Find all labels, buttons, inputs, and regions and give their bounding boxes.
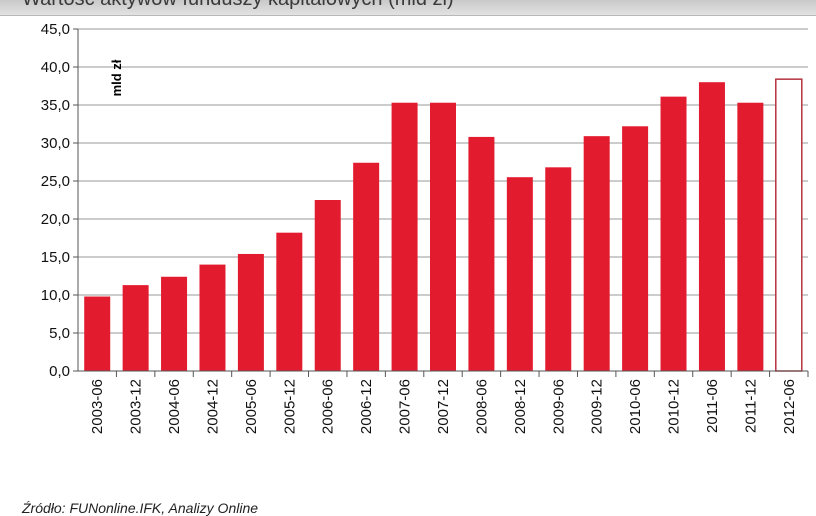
y-tick-label: 10,0: [41, 287, 70, 304]
bar: [276, 232, 303, 371]
axes: [73, 28, 809, 377]
x-tick-label: 2010-06: [627, 379, 644, 434]
bar: [698, 82, 725, 371]
y-tick-label: 25,0: [41, 173, 70, 190]
y-tick-label: 20,0: [41, 211, 70, 228]
x-tick-labels: 2003-06 2003-12 2004-06 2004-12 2005-06 2005-…: [89, 379, 798, 434]
bar: [622, 126, 649, 371]
chart-title: Wartość aktywów funduszy kapitałowych (m…: [22, 0, 454, 11]
x-tick-label: 2012-06: [781, 379, 798, 434]
bar: [84, 296, 111, 371]
y-tick-label: 0,0: [49, 363, 70, 380]
x-tick-label: 2005-12: [281, 379, 298, 434]
bar: [314, 200, 341, 371]
x-tick-label: 2007-12: [435, 379, 452, 434]
bar: [161, 276, 188, 371]
x-tick-label: 2004-12: [204, 379, 221, 434]
x-tick-label: 2007-06: [397, 379, 414, 434]
bar: [660, 96, 687, 371]
x-tick-label: 2010-12: [666, 379, 683, 434]
x-tick-label: 2006-12: [358, 379, 375, 434]
x-tick-label: 2009-12: [589, 379, 606, 434]
y-tick-labels: 0,0 5,0 10,0 15,0 20,0 25,0 30,0 35,0 40,0 45,0: [41, 21, 70, 380]
y-axis-label: mld zł: [109, 59, 124, 96]
y-tick-label: 35,0: [41, 97, 70, 114]
bar: [391, 102, 418, 371]
bar: [430, 102, 456, 371]
y-tick-label: 5,0: [49, 325, 70, 342]
bar: [353, 162, 380, 371]
y-tick-label: 45,0: [41, 21, 70, 38]
y-tick-label: 30,0: [41, 135, 70, 152]
x-tick-label: 2008-06: [473, 379, 490, 434]
x-tick-label: 2003-06: [89, 379, 106, 434]
bar: [237, 253, 264, 371]
bar: [122, 285, 149, 371]
bar: [468, 136, 495, 371]
bar: [737, 102, 764, 371]
bar: [506, 177, 533, 371]
bar-chart: 0,0 5,0 10,0 15,0 20,0 25,0 30,0 35,0 40,0 45,0 2…: [41, 21, 809, 434]
x-tick-label: 2003-12: [128, 379, 145, 434]
x-tick-label: 2008-12: [512, 379, 529, 434]
source-note: Źródło: FUNonline.IFK, Analizy Online: [22, 500, 259, 516]
bars: [84, 78, 803, 372]
x-tick-label: 2005-06: [243, 379, 260, 434]
bar: [583, 136, 610, 371]
x-tick-label: 2009-06: [550, 379, 567, 434]
x-tick-label: 2004-06: [166, 379, 183, 434]
y-tick-label: 15,0: [41, 249, 70, 266]
x-tick-label: 2011-06: [704, 379, 721, 433]
x-tick-label: 2006-06: [320, 379, 337, 434]
y-tick-label: 40,0: [41, 59, 70, 76]
bar: [199, 264, 226, 371]
chart-title-bar: Wartość aktywów funduszy kapitałowych (m…: [0, 0, 816, 16]
bar: [545, 167, 572, 371]
x-tick-label: 2011-12: [742, 379, 759, 433]
bar: [775, 78, 803, 372]
